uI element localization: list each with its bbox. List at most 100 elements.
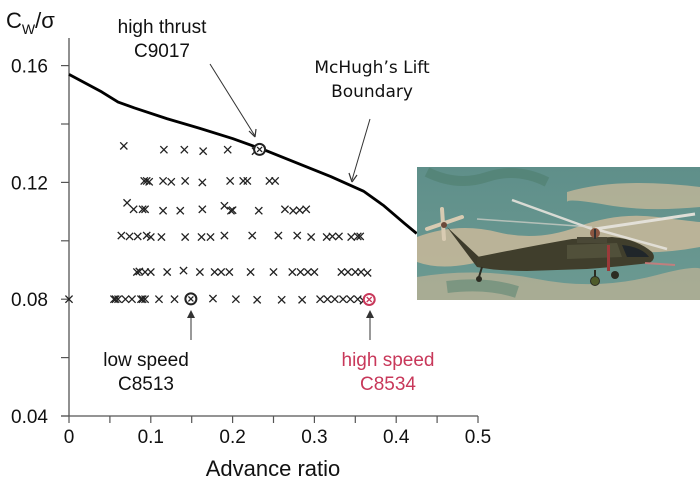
x-marker-icon bbox=[307, 232, 316, 242]
x-marker-icon bbox=[303, 267, 312, 277]
x-marker-icon bbox=[302, 205, 311, 214]
x-marker-icon bbox=[208, 294, 218, 303]
x-marker-icon bbox=[119, 141, 128, 150]
x-marker-icon bbox=[323, 295, 332, 304]
test-point-markers bbox=[64, 141, 372, 305]
x-marker-icon bbox=[328, 232, 337, 241]
boundary-annotation: McHugh’s Lift Boundary bbox=[314, 58, 430, 183]
x-marker-icon bbox=[132, 267, 141, 277]
low-speed-annotation: low speed C8513 bbox=[103, 310, 195, 395]
y-tick-label: 0.16 bbox=[11, 57, 48, 78]
x-marker-icon bbox=[363, 268, 372, 277]
x-marker-icon bbox=[121, 295, 130, 304]
boundary-arrow bbox=[351, 118, 371, 181]
x-marker-icon bbox=[298, 295, 307, 304]
arrowhead-icon bbox=[187, 310, 195, 318]
x-marker-icon bbox=[347, 232, 356, 242]
x-marker-icon bbox=[217, 267, 226, 277]
helicopter-photo bbox=[417, 167, 700, 300]
x-marker-icon bbox=[180, 145, 189, 154]
arrowhead-icon bbox=[348, 172, 358, 183]
arrowhead-icon bbox=[248, 128, 257, 138]
x-marker-icon bbox=[114, 295, 123, 304]
x-marker-icon bbox=[117, 231, 126, 240]
x-marker-icon bbox=[231, 295, 240, 304]
x-marker-icon bbox=[170, 295, 179, 304]
x-tick-label: 0.3 bbox=[301, 427, 327, 448]
x-marker-icon bbox=[271, 176, 280, 185]
x-marker-icon bbox=[226, 206, 236, 215]
x-marker-icon bbox=[167, 177, 176, 186]
y-tick-label: 0.12 bbox=[11, 173, 48, 194]
x-marker-icon bbox=[220, 231, 229, 240]
x-marker-icon bbox=[129, 205, 138, 214]
x-tick-label: 0.5 bbox=[465, 427, 491, 448]
x-marker-icon bbox=[142, 176, 151, 185]
x-marker-icon bbox=[159, 176, 168, 185]
x-marker-icon bbox=[146, 232, 155, 242]
boundary-label-line1: McHugh’s Lift bbox=[314, 58, 430, 78]
x-marker-icon bbox=[296, 267, 305, 277]
x-marker-icon bbox=[195, 267, 204, 277]
x-marker-icon bbox=[141, 205, 150, 214]
high-thrust-annotation: high thrust C9017 bbox=[118, 17, 257, 138]
x-marker-icon bbox=[64, 295, 74, 304]
high-thrust-label: high thrust bbox=[118, 17, 207, 38]
x-marker-icon bbox=[159, 206, 168, 215]
x-marker-icon bbox=[220, 201, 229, 210]
x-marker-icon bbox=[288, 267, 297, 277]
y-tick-label: 0.04 bbox=[11, 407, 48, 428]
x-marker-icon bbox=[163, 267, 172, 277]
x-marker-icon bbox=[310, 267, 319, 277]
arrowhead-icon bbox=[366, 310, 374, 318]
x-marker-icon bbox=[226, 176, 235, 185]
x-marker-icon bbox=[138, 295, 147, 304]
x-marker-icon bbox=[343, 267, 352, 277]
low-speed-id: C8513 bbox=[118, 374, 174, 395]
x-marker-icon bbox=[353, 232, 362, 241]
x-marker-icon bbox=[337, 267, 346, 277]
x-axis-title: Advance ratio bbox=[206, 456, 341, 481]
x-marker-icon bbox=[316, 295, 325, 304]
x-marker-icon bbox=[159, 145, 168, 154]
x-marker-icon bbox=[265, 176, 274, 185]
high-speed-marker-icon bbox=[362, 292, 376, 306]
x-tick-label: 0.2 bbox=[219, 427, 245, 448]
x-marker-icon bbox=[274, 231, 283, 240]
x-marker-icon bbox=[141, 267, 150, 277]
x-marker-icon bbox=[146, 267, 155, 277]
lift-boundary-line bbox=[68, 73, 418, 235]
high-thrust-marker-icon bbox=[253, 142, 267, 156]
highlighted-points bbox=[184, 142, 376, 306]
x-marker-icon bbox=[176, 206, 185, 215]
x-marker-icon bbox=[141, 295, 150, 304]
x-marker-icon bbox=[127, 295, 137, 304]
x-marker-icon bbox=[206, 232, 215, 242]
x-marker-icon bbox=[157, 232, 166, 242]
x-marker-icon bbox=[198, 178, 207, 187]
x-marker-icon bbox=[293, 231, 302, 240]
x-marker-icon bbox=[154, 295, 164, 304]
mchugh-lift-boundary bbox=[68, 73, 418, 235]
x-tick-label: 0.1 bbox=[138, 427, 164, 448]
x-marker-icon bbox=[248, 231, 257, 240]
x-marker-icon bbox=[125, 232, 134, 241]
high-speed-annotation: high speed C8534 bbox=[342, 310, 434, 395]
y-tick-labels: 0.04 0.08 0.12 0.16 bbox=[11, 57, 48, 428]
high-thrust-id: C9017 bbox=[134, 41, 190, 62]
x-marker-icon bbox=[246, 267, 255, 277]
x-marker-icon bbox=[210, 267, 219, 277]
boundary-label-line2: Boundary bbox=[331, 82, 413, 102]
x-marker-icon bbox=[199, 147, 208, 156]
x-marker-icon bbox=[138, 205, 147, 214]
x-marker-icon bbox=[225, 267, 234, 277]
x-marker-icon bbox=[346, 295, 355, 304]
x-marker-icon bbox=[356, 232, 365, 241]
x-marker-icon bbox=[228, 206, 237, 215]
x-marker-icon bbox=[239, 176, 248, 185]
x-marker-icon bbox=[223, 145, 232, 154]
x-marker-icon bbox=[123, 198, 132, 207]
x-marker-icon bbox=[277, 295, 286, 304]
x-tick-labels: 0 0.1 0.2 0.3 0.4 0.5 bbox=[64, 427, 492, 448]
